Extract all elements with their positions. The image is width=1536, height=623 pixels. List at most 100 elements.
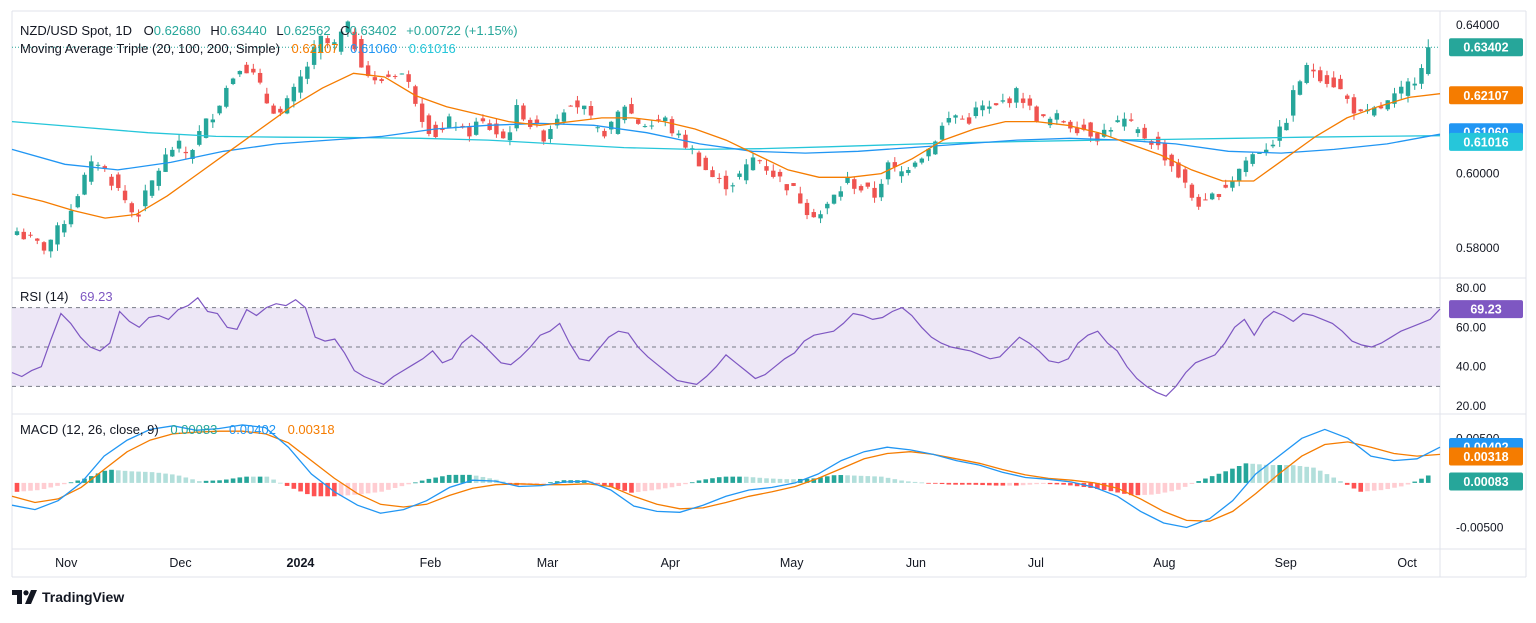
candle xyxy=(325,35,330,49)
candle xyxy=(663,115,668,127)
macd-hist-bar xyxy=(399,482,405,487)
candle-body xyxy=(953,115,958,118)
candle-body xyxy=(1122,118,1127,127)
candle-body xyxy=(750,157,756,171)
macd-hist-bar xyxy=(919,482,925,484)
macd-hist-bar xyxy=(305,482,310,495)
candle-body xyxy=(784,184,789,191)
macd-hist-bar xyxy=(1014,482,1019,486)
candle-body xyxy=(473,121,479,135)
macd-hist-bar xyxy=(278,482,283,484)
price-axis-tick: 0.60000 xyxy=(1456,167,1500,181)
x-axis-label: Sep xyxy=(1275,556,1297,570)
candle xyxy=(291,83,297,108)
macd-hist-bar xyxy=(554,481,560,483)
candle xyxy=(1041,114,1046,118)
candle xyxy=(1277,120,1282,147)
price-pane[interactable] xyxy=(11,20,1441,258)
macd-hist-bar xyxy=(1270,465,1276,483)
candle-body xyxy=(318,35,324,53)
macd-hist-bar xyxy=(1236,466,1242,483)
candle xyxy=(305,61,310,85)
candle xyxy=(825,201,830,215)
candle-body xyxy=(386,74,391,77)
candle xyxy=(440,122,445,133)
candle xyxy=(669,116,675,137)
candle-body xyxy=(1318,70,1323,82)
macd-hist-bar xyxy=(1068,482,1073,486)
candle-body xyxy=(1372,107,1377,116)
candle-body xyxy=(251,68,256,73)
macd-hist-bar xyxy=(1007,482,1012,486)
candle xyxy=(35,238,40,245)
candle-body xyxy=(278,108,283,113)
candle-body xyxy=(737,173,742,177)
ohlc-high-key: H xyxy=(210,23,219,38)
macd-hist-bar xyxy=(764,478,769,483)
macd-pane[interactable] xyxy=(11,424,1441,529)
candle xyxy=(717,173,722,184)
candle xyxy=(514,99,519,132)
candle xyxy=(1291,85,1296,122)
macd-hist-bar xyxy=(879,476,884,483)
candle-body xyxy=(939,125,945,140)
macd-hist-bar xyxy=(872,476,877,483)
candle xyxy=(838,186,843,201)
candle-body xyxy=(1203,199,1208,201)
candle xyxy=(777,169,783,183)
candle xyxy=(872,181,877,203)
candle xyxy=(419,98,425,128)
candle-body xyxy=(966,117,972,124)
candle-body xyxy=(21,231,26,240)
candle xyxy=(257,68,263,85)
macd-hist-bar xyxy=(1196,481,1201,483)
macd-hist-bar xyxy=(534,482,540,485)
macd-hist-bar xyxy=(953,482,958,485)
candle-body xyxy=(1047,118,1053,126)
candle xyxy=(1311,63,1316,78)
candle xyxy=(136,209,141,223)
ma-label: Moving Average Triple (20, 100, 200, Sim… xyxy=(20,41,280,56)
candle-body xyxy=(1426,47,1431,75)
macd-hist-bar xyxy=(386,482,391,490)
candle-body xyxy=(825,203,830,209)
candle xyxy=(1297,79,1303,96)
macd-hist-bar xyxy=(1182,482,1188,487)
macd-hist-bar xyxy=(1392,482,1397,488)
candle xyxy=(1007,96,1012,108)
macd-hist-bar xyxy=(318,482,324,497)
candle-body xyxy=(1074,127,1080,134)
footer-brand[interactable]: TradingView xyxy=(12,589,124,605)
macd-hist-bar xyxy=(28,482,33,491)
candle-body xyxy=(582,105,587,110)
svg-text:MACD (12, 26, close, 9): MACD (12, 26, close, 9) 0.00083 0.00402 … xyxy=(20,422,335,437)
macd-hist-bar xyxy=(95,473,101,483)
macd-hist-bar xyxy=(548,482,553,484)
macd-hist-bar xyxy=(34,482,40,491)
candle xyxy=(48,239,53,258)
candle-body xyxy=(906,169,911,173)
ohlc-open-key: O xyxy=(144,23,154,38)
candle-body xyxy=(1236,168,1242,182)
candle-body xyxy=(217,105,222,114)
candle-body xyxy=(879,183,884,198)
macd-hist-bar xyxy=(696,480,702,483)
candle xyxy=(582,105,587,115)
rsi-label: RSI (14) xyxy=(20,289,68,304)
candle xyxy=(784,184,789,196)
candle xyxy=(1358,108,1363,112)
candle-body xyxy=(325,38,330,44)
rsi-pane[interactable] xyxy=(11,296,1441,397)
macd-hist-bar xyxy=(271,479,276,483)
candle-body xyxy=(1176,162,1181,178)
candle-body xyxy=(487,123,492,130)
candle-body xyxy=(1068,121,1073,129)
candle-body xyxy=(365,65,371,77)
candle xyxy=(973,101,979,119)
candle xyxy=(676,130,681,139)
ohlc-close-value: 0.63402 xyxy=(350,23,397,38)
macd-hist-bar xyxy=(1169,482,1174,492)
macd-hist-value: 0.00083 xyxy=(170,422,217,437)
candle-body xyxy=(1412,83,1417,86)
